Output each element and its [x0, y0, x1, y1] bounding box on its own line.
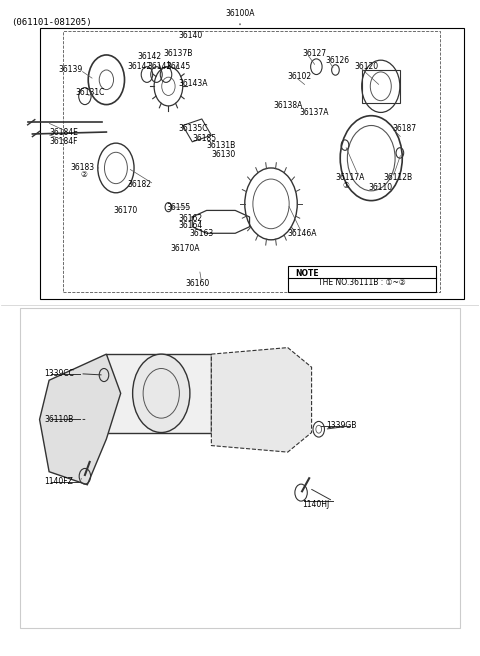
Bar [21, 308, 459, 628]
Text: 36164: 36164 [178, 221, 202, 230]
Text: 36140: 36140 [178, 31, 202, 40]
Text: 36184F: 36184F [49, 137, 78, 146]
Bar [107, 354, 211, 432]
Text: 36120: 36120 [355, 62, 379, 72]
Text: 36185: 36185 [192, 134, 216, 143]
Text: 36142: 36142 [137, 52, 162, 62]
Text: 36155: 36155 [166, 203, 190, 212]
Polygon shape [211, 348, 312, 452]
Text: 36163: 36163 [190, 229, 214, 237]
Text: 36142: 36142 [147, 62, 171, 72]
Text: 36137A: 36137A [300, 108, 329, 117]
Text: 36142: 36142 [128, 62, 152, 72]
Text: 36135C: 36135C [178, 124, 207, 133]
Text: (061101-081205): (061101-081205) [11, 18, 92, 27]
Text: 36112B: 36112B [383, 173, 412, 182]
Text: 36137B: 36137B [164, 49, 193, 58]
Text: 36127: 36127 [302, 49, 326, 58]
Text: ①: ① [343, 181, 349, 190]
Text: 36170: 36170 [114, 206, 138, 215]
Text: NOTE: NOTE [295, 269, 319, 278]
Text: ②: ② [80, 170, 87, 179]
Text: 36131B: 36131B [206, 140, 236, 150]
Bar [63, 31, 441, 292]
Text: 36162: 36162 [178, 214, 202, 223]
Text: 1140FZ: 1140FZ [44, 477, 73, 486]
Text: 36138A: 36138A [274, 102, 303, 110]
Text: 36126: 36126 [326, 56, 350, 65]
Text: 36184E: 36184E [49, 127, 78, 136]
Text: 36110B: 36110B [44, 415, 73, 424]
Bar [362, 70, 400, 102]
Bar [39, 28, 464, 298]
Text: 1140HJ: 1140HJ [302, 500, 329, 509]
Bar [288, 266, 436, 292]
Text: 1339CC: 1339CC [44, 369, 74, 379]
Text: 1339GB: 1339GB [326, 422, 356, 430]
Text: 36146A: 36146A [288, 229, 317, 237]
Text: 36170A: 36170A [171, 244, 200, 253]
Text: 36110: 36110 [369, 183, 393, 192]
Text: 36139: 36139 [59, 66, 83, 75]
Text: 36143A: 36143A [178, 79, 207, 87]
Text: 36117A: 36117A [336, 173, 365, 182]
Text: 36130: 36130 [211, 150, 236, 159]
Text: 36102: 36102 [288, 72, 312, 81]
Circle shape [132, 354, 190, 432]
Text: 36100A: 36100A [225, 9, 255, 18]
Text: 36160: 36160 [185, 279, 209, 288]
Text: 36131C: 36131C [75, 89, 105, 97]
Text: 36187: 36187 [393, 124, 417, 133]
Polygon shape [39, 354, 120, 485]
Text: THE NO.36111B : ①~②: THE NO.36111B : ①~② [318, 277, 406, 287]
Text: 36183: 36183 [71, 163, 95, 173]
Text: 36182: 36182 [128, 180, 152, 189]
Text: 36145: 36145 [166, 62, 190, 72]
